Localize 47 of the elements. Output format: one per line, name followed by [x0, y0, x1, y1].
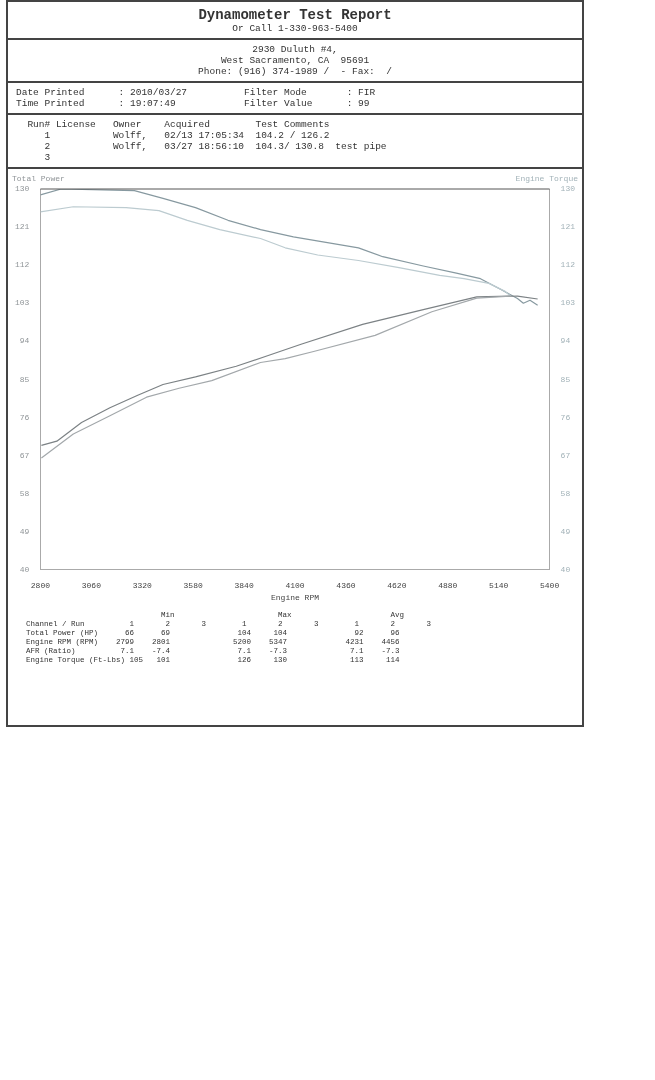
y-tick-label: 40 [19, 564, 30, 574]
y2-tick-label: 67 [560, 450, 571, 460]
y-tick-label: 67 [19, 450, 30, 460]
y2-tick-label: 121 [560, 222, 576, 232]
y-tick-label: 130 [15, 184, 30, 194]
y2-tick-label: 94 [560, 336, 571, 346]
y-tick-label: 76 [19, 412, 30, 422]
y2-tick-label: 58 [560, 488, 571, 498]
text: 2 Wolff, 03/27 18:56:10 104.3/ 130.8 test pipe [43, 141, 388, 152]
y2-tick-label: 40 [560, 564, 571, 574]
x-axis-title: Engine RPM [270, 593, 320, 603]
y-tick-label: 121 [15, 222, 30, 232]
text: 1 Wolff, 02/13 17:05:34 104.2 / 126.2 [43, 130, 331, 141]
x-tick-label: 3320 [132, 580, 153, 590]
x-tick-label: 3060 [81, 580, 102, 590]
y2-tick-label: 103 [560, 298, 576, 308]
x-tick-label: 5140 [489, 580, 509, 590]
text: Or Call 1-330-963-5400 [231, 23, 359, 34]
y2-tick-label: 112 [560, 260, 576, 270]
x-tick-label: 4100 [285, 580, 305, 590]
x-tick-label: 5400 [540, 580, 560, 590]
x-tick-label: 3580 [183, 580, 203, 590]
text: Phone: (916) 374-1989 / - Fax: / [197, 66, 393, 77]
x-tick-label: 3840 [234, 580, 254, 590]
y2-tick-label: 76 [560, 412, 571, 422]
y-tick-label: 85 [19, 374, 30, 384]
y-tick-label: 112 [15, 260, 30, 270]
y-axis-title: Total Power [12, 174, 66, 184]
x-tick-label: 4620 [387, 580, 407, 590]
text: Date Printed : 2010/03/27 Filter Mode : FIR [16, 87, 377, 98]
text: West Sacramento, CA 95691 [219, 55, 371, 66]
text: 3 [43, 152, 52, 163]
y2-axis-title: Engine Torque [515, 174, 579, 184]
y2-tick-label: 49 [560, 526, 571, 536]
x-tick-label: 4880 [438, 580, 458, 590]
y2-tick-label: 130 [560, 184, 576, 194]
y2-tick-label: 85 [560, 374, 571, 384]
text: Run# License Owner Acquired Test Comments [26, 119, 331, 130]
y-tick-label: 103 [15, 298, 30, 308]
y-tick-label: 94 [19, 336, 30, 346]
text: 2930 Duluth #4, [251, 44, 339, 55]
y-tick-label: 49 [19, 526, 30, 536]
text: Time Printed : 19:07:49 Filter Value : 99 [16, 98, 371, 109]
chart-title: Dynamometer Test Report [197, 7, 393, 23]
x-tick-label: 2800 [30, 580, 51, 590]
x-tick-label: 4360 [336, 580, 356, 590]
y-tick-label: 58 [19, 488, 30, 498]
